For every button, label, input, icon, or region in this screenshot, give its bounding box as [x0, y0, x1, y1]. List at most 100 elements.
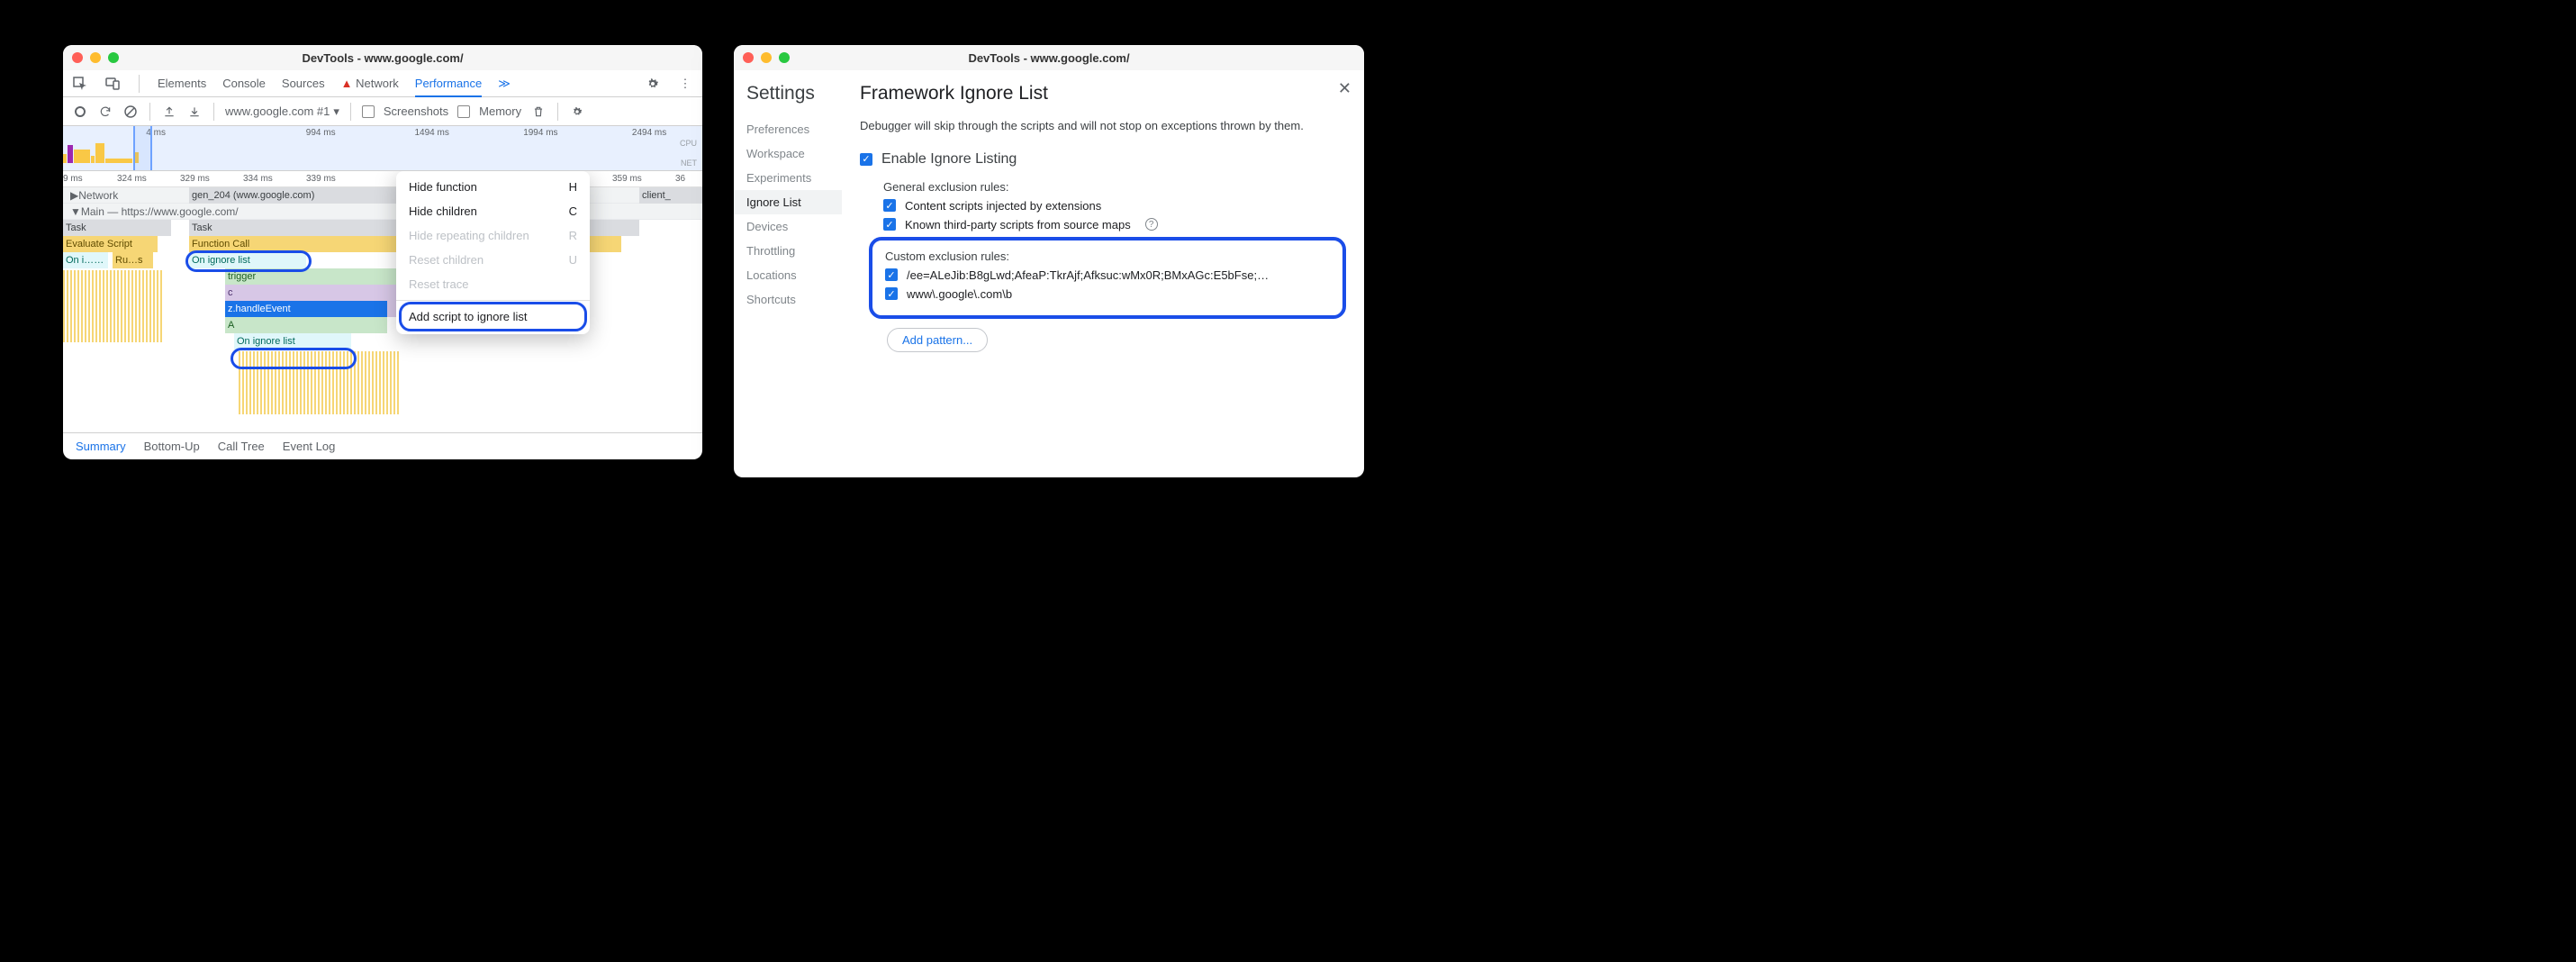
- network-request-block[interactable]: client_: [639, 187, 702, 204]
- a-block[interactable]: A: [225, 317, 387, 333]
- capture-settings-icon[interactable]: [569, 104, 585, 120]
- window-title: DevTools - www.google.com/: [734, 51, 1364, 65]
- context-menu: Hide functionH Hide childrenC Hide repea…: [396, 171, 590, 334]
- clear-icon[interactable]: [122, 104, 139, 120]
- zoom-icon[interactable]: [108, 52, 119, 63]
- enable-ignore-row[interactable]: Enable Ignore Listing: [860, 151, 1346, 168]
- overview-tick: 2494 ms: [632, 128, 666, 138]
- tab-network[interactable]: ▲ Network: [341, 77, 399, 90]
- download-icon[interactable]: [186, 104, 203, 120]
- titlebar[interactable]: DevTools - www.google.com/: [734, 45, 1364, 70]
- screenshots-checkbox[interactable]: [362, 105, 375, 118]
- memory-checkbox[interactable]: [457, 105, 470, 118]
- kebab-icon[interactable]: ⋮: [677, 76, 693, 92]
- general-rules-heading: General exclusion rules:: [883, 180, 1346, 194]
- rule-extensions-label: Content scripts injected by extensions: [905, 199, 1101, 213]
- checkbox-icon[interactable]: [885, 268, 898, 281]
- tab-call-tree[interactable]: Call Tree: [218, 440, 265, 453]
- devtools-settings-window: DevTools - www.google.com/ Settings Pref…: [734, 45, 1364, 477]
- settings-heading: Settings: [746, 83, 842, 104]
- rule-third-party-row[interactable]: Known third-party scripts from source ma…: [883, 218, 1346, 231]
- sidebar-item-throttling[interactable]: Throttling: [746, 239, 842, 263]
- ctx-reset-trace: Reset trace: [396, 272, 590, 296]
- inspect-icon[interactable]: [72, 76, 88, 92]
- ctx-reset-children: Reset childrenU: [396, 248, 590, 272]
- checkbox-icon[interactable]: [885, 287, 898, 300]
- ignore-block[interactable]: On ignore list: [189, 252, 306, 268]
- runs-block[interactable]: Ru…s: [113, 252, 153, 268]
- tab-sources[interactable]: Sources: [282, 77, 325, 90]
- overview-tick: 994 ms: [306, 128, 336, 138]
- timeline-overview[interactable]: 4 ms 994 ms 1494 ms 1994 ms 2494 ms CPU …: [63, 126, 702, 171]
- separator: [350, 103, 351, 121]
- devtools-performance-window: DevTools - www.google.com/ Elements Cons…: [63, 45, 702, 459]
- sidebar-item-devices[interactable]: Devices: [746, 214, 842, 239]
- sidebar-item-preferences[interactable]: Preferences: [746, 117, 842, 141]
- ctx-hide-function[interactable]: Hide functionH: [396, 175, 590, 199]
- upload-icon[interactable]: [161, 104, 177, 120]
- rule-extensions-row[interactable]: Content scripts injected by extensions: [883, 199, 1346, 213]
- memory-label: Memory: [479, 104, 521, 118]
- page-title: Framework Ignore List: [860, 83, 1346, 104]
- sidebar-item-locations[interactable]: Locations: [746, 263, 842, 287]
- custom-rule-2[interactable]: www\.google\.com\b: [885, 287, 1330, 301]
- minimize-icon[interactable]: [761, 52, 772, 63]
- sidebar-item-ignore-list[interactable]: Ignore List: [734, 190, 842, 214]
- record-icon[interactable]: [72, 104, 88, 120]
- checkbox-icon[interactable]: [860, 153, 872, 166]
- reload-icon[interactable]: [97, 104, 113, 120]
- custom-rule-1[interactable]: /ee=ALeJib:B8gLwd;AfeaP:TkrAjf;Afksuc:wM…: [885, 268, 1330, 282]
- tab-event-log[interactable]: Event Log: [283, 440, 336, 453]
- add-pattern-button[interactable]: Add pattern...: [887, 328, 988, 352]
- gear-icon[interactable]: [645, 76, 661, 92]
- screenshots-label: Screenshots: [384, 104, 448, 118]
- network-request-block[interactable]: gen_204 (www.google.com): [189, 187, 396, 204]
- ctx-hide-repeating: Hide repeating childrenR: [396, 223, 590, 248]
- network-track: gen_204 (www.google.com) client_: [63, 187, 702, 204]
- separator: [213, 103, 214, 121]
- separator: [149, 103, 150, 121]
- task-block[interactable]: Task: [63, 220, 171, 236]
- checkbox-icon[interactable]: [883, 199, 896, 212]
- minimize-icon[interactable]: [90, 52, 101, 63]
- sidebar-item-experiments[interactable]: Experiments: [746, 166, 842, 190]
- ignore-block[interactable]: On i…list: [63, 252, 108, 268]
- handle-event-block[interactable]: z.handleEvent: [225, 301, 387, 317]
- flamechart[interactable]: 9 ms 324 ms 329 ms 334 ms 339 ms 359 ms …: [63, 171, 702, 432]
- tab-elements[interactable]: Elements: [158, 77, 206, 90]
- ruler: 9 ms 324 ms 329 ms 334 ms 339 ms 359 ms …: [63, 171, 702, 187]
- tab-console[interactable]: Console: [222, 77, 266, 90]
- help-icon[interactable]: ?: [1145, 218, 1158, 231]
- tab-performance[interactable]: Performance: [415, 77, 482, 97]
- close-icon[interactable]: [72, 52, 83, 63]
- description: Debugger will skip through the scripts a…: [860, 117, 1346, 135]
- chevron-down-icon: ▾: [333, 104, 339, 119]
- rule-third-party-label: Known third-party scripts from source ma…: [905, 218, 1131, 231]
- ignore-block[interactable]: On ignore list: [234, 333, 351, 349]
- traffic-lights: [72, 52, 119, 63]
- overview-bars: [63, 143, 702, 165]
- custom-rules-highlight: Custom exclusion rules: /ee=ALeJib:B8gLw…: [869, 237, 1346, 319]
- sidebar-item-shortcuts[interactable]: Shortcuts: [746, 287, 842, 312]
- close-settings-icon[interactable]: ✕: [1338, 79, 1351, 98]
- sidebar-item-workspace[interactable]: Workspace: [746, 141, 842, 166]
- close-icon[interactable]: [743, 52, 754, 63]
- evaluate-script-block[interactable]: Evaluate Script: [63, 236, 158, 252]
- separator: [396, 300, 590, 301]
- ctx-add-ignore[interactable]: Add script to ignore list: [402, 304, 584, 329]
- tab-summary[interactable]: Summary: [76, 440, 126, 453]
- trash-icon[interactable]: [530, 104, 547, 120]
- device-icon[interactable]: [104, 76, 121, 92]
- checkbox-icon[interactable]: [883, 218, 896, 231]
- custom-rules-heading: Custom exclusion rules:: [885, 250, 1330, 263]
- ctx-hide-children[interactable]: Hide childrenC: [396, 199, 590, 223]
- overview-selection[interactable]: [133, 126, 152, 170]
- titlebar[interactable]: DevTools - www.google.com/: [63, 45, 702, 70]
- more-tabs-icon[interactable]: ≫: [498, 77, 511, 91]
- main-track-header[interactable]: ▼ Main — https://www.google.com/: [63, 204, 702, 220]
- traffic-lights: [743, 52, 790, 63]
- zoom-icon[interactable]: [779, 52, 790, 63]
- tab-bottom-up[interactable]: Bottom-Up: [144, 440, 200, 453]
- settings-sidebar: Settings Preferences Workspace Experimen…: [734, 70, 842, 477]
- target-select[interactable]: www.google.com #1 ▾: [225, 104, 339, 119]
